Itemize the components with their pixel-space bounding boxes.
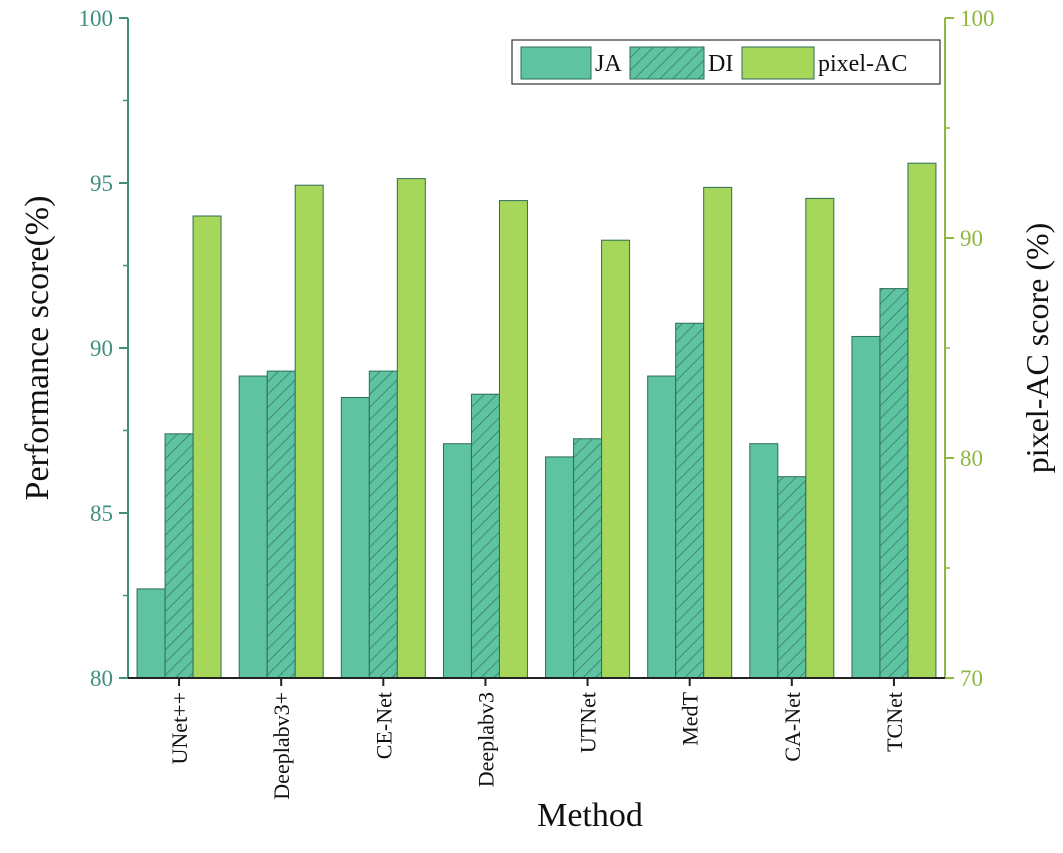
- bar-di-8: [879, 288, 909, 679]
- bar-ja-6: [647, 375, 677, 679]
- bar-pixel-ac-2: [294, 184, 324, 679]
- y2-tick-label-70: 70: [960, 666, 983, 691]
- axes-group: 80 85 90 95 100 70 80 90 100 UNet++ Deeplabv3+ CE-N…: [79, 6, 995, 800]
- bar-ja-5: [545, 456, 575, 679]
- bar-pixel-ac-8: [907, 162, 937, 679]
- y-tick-label-80: 80: [90, 666, 113, 691]
- y2-tick-label-100: 100: [960, 6, 995, 31]
- x-tick-label-7: CA-Net: [780, 692, 805, 762]
- bar-ja-7: [749, 443, 779, 679]
- x-tick-label-5: UTNet: [576, 692, 601, 753]
- legend-label-ja: JA: [595, 51, 622, 77]
- legend-swatch-pixel-ac: [741, 46, 815, 80]
- legend: JA DI pixel-AC: [511, 39, 941, 85]
- x-tick-label-4: Deeplabv3: [473, 692, 498, 787]
- bar-di-1: [164, 433, 194, 679]
- x-tick-label-6: MedT: [678, 691, 703, 745]
- y2-tick-label-90: 90: [960, 226, 983, 251]
- y2-axis-title: pixel-AC score (%): [1019, 223, 1055, 474]
- bar-pixel-ac-4: [498, 200, 528, 679]
- legend-label-di: DI: [708, 51, 733, 77]
- x-tick-label-1: UNet++: [167, 692, 192, 764]
- bar-di-4: [470, 393, 500, 679]
- bar-pixel-ac-1: [192, 215, 222, 679]
- bar-pixel-ac-5: [601, 239, 631, 679]
- y-tick-label-100: 100: [79, 6, 114, 31]
- y-tick-label-85: 85: [90, 501, 113, 526]
- bar-di-2: [266, 370, 296, 679]
- bars-group: [136, 162, 937, 679]
- bar-di-7: [777, 476, 807, 679]
- bar-di-6: [675, 322, 705, 679]
- y-axis-title: Performance score(%): [19, 196, 56, 501]
- bar-pixel-ac-7: [805, 197, 835, 679]
- y2-tick-label-80: 80: [960, 446, 983, 471]
- y-tick-label-95: 95: [90, 171, 113, 196]
- bar-di-5: [573, 438, 603, 679]
- bar-ja-2: [238, 375, 268, 679]
- legend-swatch-di: [629, 46, 705, 80]
- bar-ja-8: [851, 335, 881, 679]
- bar-ja-4: [442, 443, 472, 679]
- x-tick-label-2: Deeplabv3+: [269, 692, 294, 800]
- bar-ja-1: [136, 588, 166, 679]
- x-axis-title: Method: [537, 797, 643, 834]
- legend-swatch-ja: [520, 46, 592, 80]
- x-tick-label-8: TCNet: [882, 692, 907, 752]
- bar-pixel-ac-3: [396, 178, 426, 679]
- bar-ja-3: [340, 397, 370, 679]
- bar-pixel-ac-6: [703, 186, 733, 679]
- legend-label-pixel-ac: pixel-AC: [818, 51, 907, 77]
- bar-di-3: [368, 370, 398, 679]
- x-tick-label-3: CE-Net: [371, 692, 396, 759]
- y-tick-label-90: 90: [90, 336, 113, 361]
